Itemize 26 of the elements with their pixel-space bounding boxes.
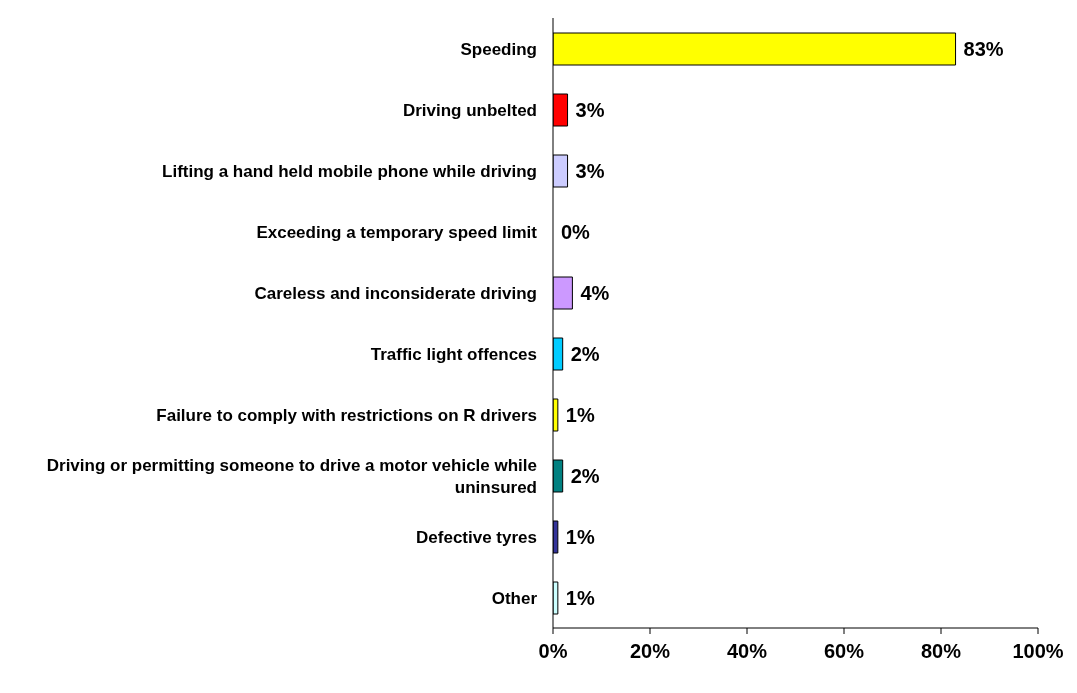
y-tick-label: Driving or permitting someone to drive a motor vehicle while uninsured	[46, 455, 537, 496]
data-label: 3%	[575, 98, 605, 121]
x-tick-label: 40%	[726, 640, 768, 663]
data-label: 2%	[570, 342, 600, 365]
y-tick-label: Traffic light offences	[370, 344, 537, 363]
data-label: 1%	[565, 586, 595, 609]
y-tick-label: Exceeding a temporary speed limit	[256, 222, 538, 241]
y-tick-label: Failure to comply with restrictions on R drivers	[156, 405, 537, 424]
y-tick-label: Speeding	[460, 39, 537, 58]
y-tick-label: Defective tyres	[416, 527, 537, 546]
data-label: 2%	[570, 464, 600, 487]
x-tick-label: 60%	[823, 640, 865, 663]
x-tick-label: 80%	[920, 640, 962, 663]
data-label: 1%	[565, 403, 595, 426]
data-label: 83%	[963, 37, 1004, 60]
y-tick-label: Careless and inconsiderate driving	[254, 283, 537, 302]
data-label: 0%	[561, 220, 591, 243]
x-tick-label: 0%	[538, 640, 568, 663]
data-label: 3%	[575, 159, 605, 182]
data-label: 4%	[580, 281, 610, 304]
x-tick-label: 20%	[629, 640, 671, 663]
data-label: 1%	[565, 525, 595, 548]
y-tick-label: Other	[491, 588, 538, 607]
y-tick-label: Driving unbelted	[402, 100, 537, 119]
y-tick-label: Lifting a hand held mobile phone while driving	[162, 161, 537, 180]
x-tick-label: 100%	[1012, 640, 1064, 663]
